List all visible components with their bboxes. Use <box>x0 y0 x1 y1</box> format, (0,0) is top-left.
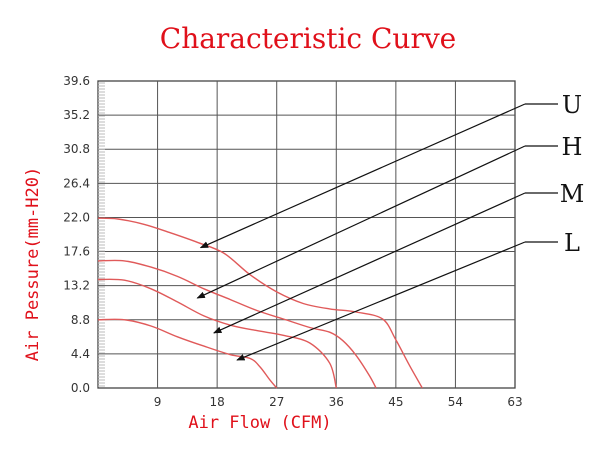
plot-frame <box>97 80 516 389</box>
series-lines <box>97 217 423 389</box>
x-tick-label: 63 <box>507 395 522 409</box>
series-line-h <box>97 259 377 389</box>
y-tick-label: 22.0 <box>63 210 90 224</box>
leader-line-h <box>196 145 526 299</box>
y-tick-label: 8.8 <box>71 313 90 327</box>
y-tick-label: 26.4 <box>63 176 90 190</box>
x-tick-label: 27 <box>269 395 284 409</box>
curve-label-l: L <box>564 229 580 257</box>
chart-grid <box>97 80 516 389</box>
y-tick-label: 0.0 <box>71 381 90 395</box>
x-tick-label: 18 <box>210 395 225 409</box>
series-line-u <box>97 217 423 389</box>
leader-line-u <box>199 103 526 249</box>
chart-title: Characteristic Curve <box>160 22 456 55</box>
curve-label-h: H <box>562 133 583 161</box>
y-tick-label: 17.6 <box>63 245 90 259</box>
series-line-l <box>97 318 278 389</box>
y-tick-label: 35.2 <box>63 108 90 122</box>
y-axis-label: Air Pessure(mm-H20) <box>23 167 43 361</box>
y-tick-label: 39.6 <box>63 74 90 88</box>
y-tick-label: 13.2 <box>63 279 90 293</box>
x-axis-label: Air Flow (CFM) <box>188 413 331 433</box>
x-tick-label: 9 <box>154 395 162 409</box>
x-tick-label: 36 <box>329 395 344 409</box>
y-tick-label: 4.4 <box>71 347 90 361</box>
x-tick-label: 45 <box>388 395 403 409</box>
x-tick-labels: 9 18 27 36 45 54 63 <box>154 395 523 409</box>
curve-label-u: U <box>562 91 582 119</box>
leader-line-l <box>236 241 526 361</box>
leader-line-m <box>213 192 526 334</box>
y-axis-hatch <box>98 82 105 387</box>
curve-label-m: M <box>560 180 585 208</box>
y-tick-label: 30.8 <box>63 142 90 156</box>
x-tick-label: 54 <box>448 395 463 409</box>
y-tick-labels: 0.0 4.4 8.8 13.2 17.6 22.0 26.4 30.8 35.2 39.6 <box>63 74 90 395</box>
